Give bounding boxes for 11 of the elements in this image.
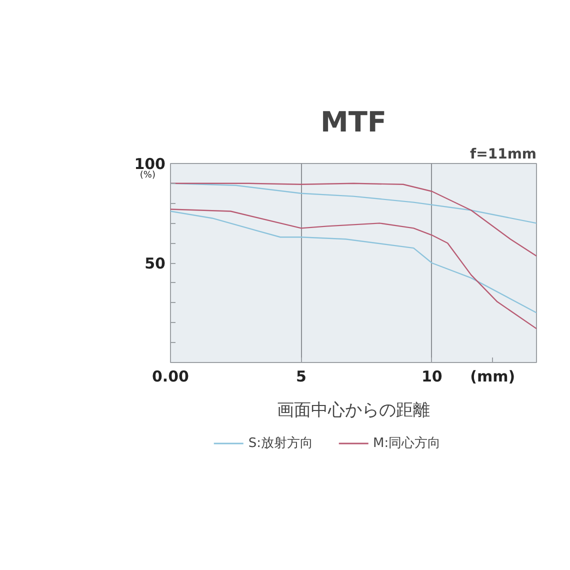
x-axis-title: 画面中心からの距離 bbox=[277, 400, 430, 420]
legend-label: M:同心方向 bbox=[373, 435, 441, 452]
x-tick-label: 0.00 bbox=[152, 368, 190, 386]
text: (mm) bbox=[470, 368, 516, 386]
chart-subtitle: f=11mm bbox=[470, 146, 537, 162]
x-tick-label: 10 bbox=[421, 368, 442, 386]
text: (%) bbox=[140, 170, 156, 180]
chart-title: MTF bbox=[320, 106, 387, 138]
y-tick-label: 50 bbox=[144, 254, 166, 272]
x-tick-label: 5 bbox=[296, 368, 306, 386]
legend-label: S:放射方向 bbox=[248, 435, 314, 452]
